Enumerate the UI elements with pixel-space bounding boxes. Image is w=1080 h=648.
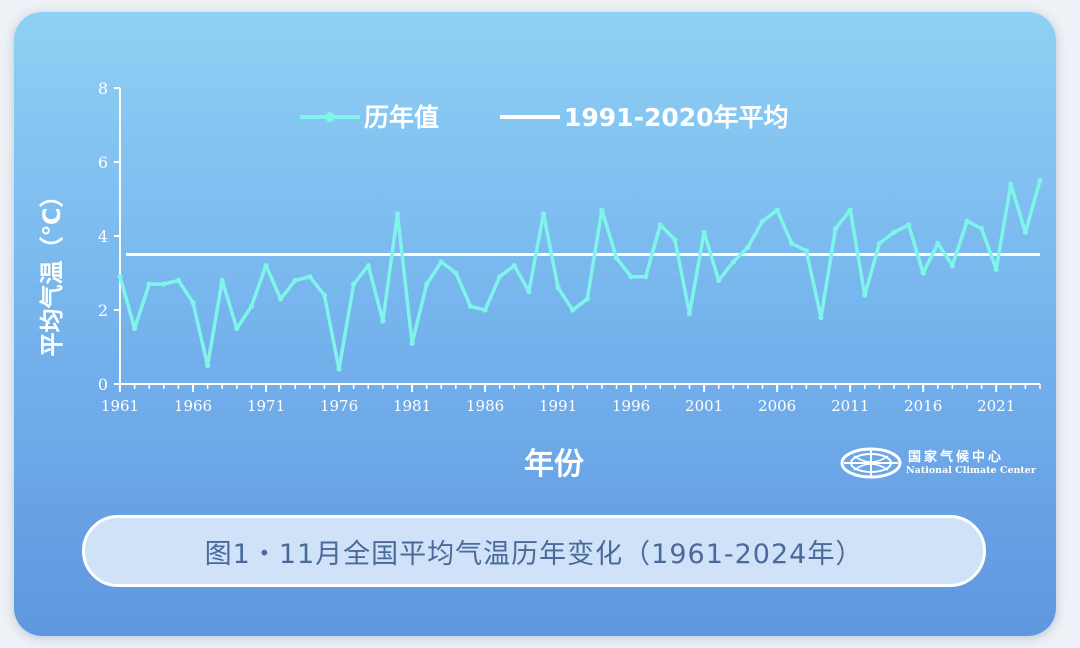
x-tick-label: 1976 (320, 397, 358, 415)
data-point (745, 244, 751, 250)
data-point (467, 303, 474, 309)
data-point (511, 263, 517, 269)
data-point (321, 292, 328, 298)
y-axis-label: 平均气温（℃） (38, 183, 66, 356)
x-tick-label: 2001 (685, 397, 723, 415)
data-point (643, 274, 649, 280)
data-point (161, 281, 167, 287)
data-point (482, 307, 488, 313)
data-point (117, 274, 123, 280)
chart: 0 2 4 6 8 1961 1966 1971 1976 1981 1986 1991 1996 200… (38, 79, 1043, 482)
data-point (949, 263, 955, 269)
data-point (307, 274, 313, 280)
data-point (599, 207, 605, 213)
data-point (1008, 181, 1014, 187)
data-point (1037, 177, 1043, 184)
data-point (686, 311, 693, 317)
y-tick-label: 8 (98, 79, 108, 98)
data-point (175, 277, 182, 283)
x-tick-label: 2011 (831, 397, 869, 415)
data-point (365, 263, 371, 269)
data-point (146, 281, 152, 287)
data-point (876, 240, 882, 246)
data-point (336, 366, 342, 372)
data-point (978, 226, 985, 232)
data-point (424, 281, 430, 287)
data-point (935, 240, 941, 246)
data-point (716, 277, 722, 283)
national-climate-center-logo: 国家气候中心 National Climate Center (840, 444, 1050, 484)
series-line (118, 178, 1042, 371)
data-point (759, 218, 766, 224)
data-point (905, 222, 912, 228)
data-point (205, 362, 211, 369)
globe-emblem-icon (840, 447, 902, 479)
data-point (862, 292, 868, 298)
data-point (730, 259, 736, 265)
x-axis-label: 年份 (524, 447, 584, 482)
y-tick-label: 6 (98, 153, 108, 172)
data-point (891, 229, 897, 235)
figure-caption-text: 图1・11月全国平均气温历年变化（1961-2024年） (204, 538, 864, 570)
data-point (292, 277, 298, 283)
data-point (789, 240, 795, 246)
x-tick-label: 2016 (904, 397, 942, 415)
data-point (832, 226, 839, 232)
data-point (190, 300, 196, 306)
data-point (132, 325, 138, 332)
data-point (248, 303, 255, 309)
data-point (964, 218, 970, 224)
x-tick-label: 1996 (612, 397, 650, 415)
data-point (219, 277, 225, 283)
x-tick-label: 1981 (393, 397, 431, 415)
figure-caption: 图1・11月全国平均气温历年变化（1961-2024年） (82, 515, 986, 587)
data-point (701, 229, 707, 235)
data-point (380, 318, 386, 324)
axes: 0 2 4 6 8 1961 1966 1971 1976 1981 1986 1991 1996 200… (98, 79, 1041, 415)
x-tick-label: 1966 (174, 397, 212, 415)
x-tick-label: 1986 (466, 397, 504, 415)
data-point (774, 207, 780, 213)
data-point (570, 307, 576, 313)
chart-card: 0 2 4 6 8 1961 1966 1971 1976 1981 1986 1991 1996 200… (14, 12, 1056, 636)
data-point (613, 255, 620, 261)
data-point (453, 270, 459, 276)
data-point (803, 248, 809, 254)
data-point (993, 266, 999, 272)
legend-series-label: 历年值 (364, 103, 439, 132)
x-tick-label: 1961 (101, 397, 139, 415)
data-point (584, 296, 590, 302)
data-point (555, 285, 561, 291)
legend: 历年值 1991-2020年平均 (300, 103, 789, 132)
data-point (847, 207, 853, 213)
data-point (526, 288, 532, 295)
x-tick-label: 2021 (977, 397, 1015, 415)
x-tick-label: 2006 (758, 397, 796, 415)
data-point (1022, 229, 1028, 235)
data-point (920, 270, 926, 276)
logo-name-en: National Climate Center (906, 465, 1036, 476)
data-point (234, 325, 240, 332)
logo-name-cn: 国家气候中心 (908, 450, 1005, 465)
data-point (818, 314, 824, 320)
data-point (263, 263, 269, 269)
data-point (540, 211, 547, 217)
data-point (351, 281, 357, 287)
legend-series-marker (325, 112, 335, 122)
data-point (278, 296, 284, 302)
data-point (657, 222, 663, 228)
x-tick-label: 1991 (539, 397, 577, 415)
legend-average-label: 1991-2020年平均 (564, 103, 789, 132)
data-point (394, 211, 401, 217)
y-tick-label: 2 (98, 301, 108, 320)
data-point (628, 274, 634, 280)
data-point (438, 259, 444, 265)
y-tick-label: 4 (98, 227, 108, 246)
data-point (672, 237, 678, 243)
series-layer (117, 177, 1043, 372)
y-tick-label: 0 (98, 375, 108, 394)
x-tick-label: 1971 (247, 397, 285, 415)
data-point (409, 340, 415, 346)
data-point (497, 274, 503, 280)
